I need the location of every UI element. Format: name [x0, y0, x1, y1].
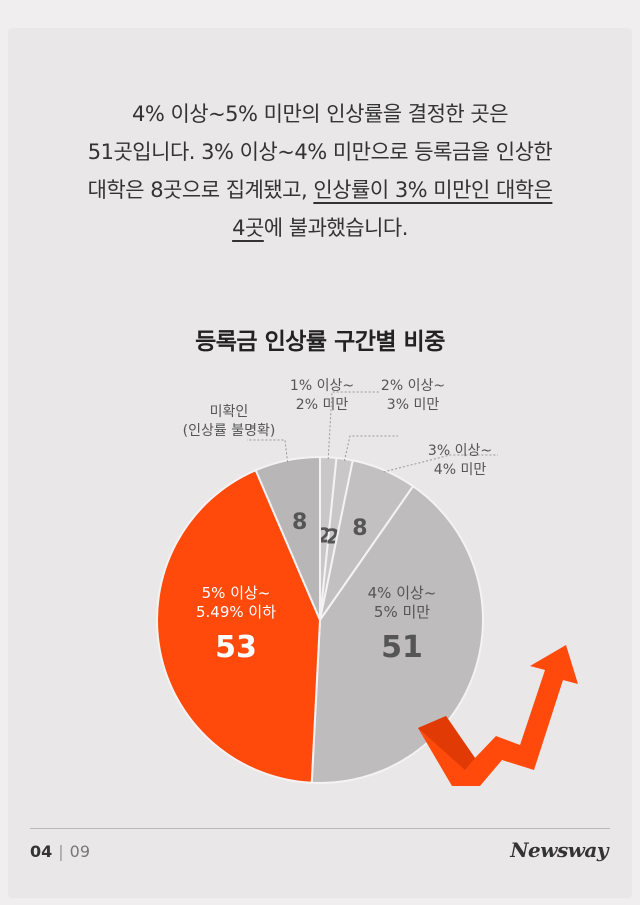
- slice-category-label: (인상률 불명확): [183, 423, 276, 439]
- pie-slice: [310, 484, 484, 784]
- slice-category-label: 5% 미만: [374, 603, 430, 621]
- paragraph-line: 4% 이상~5% 미만의 인상률을 결정한 곳은: [131, 102, 509, 126]
- slice-category-label: 3% 이상~: [428, 443, 492, 459]
- slice-category-label: 2% 미만: [296, 397, 349, 413]
- newsway-logo: Newsway: [510, 838, 608, 862]
- slice-category-label: 4% 이상~: [368, 584, 437, 602]
- paragraph-underlined-text: 인상률이 3% 미만인 대학은: [313, 178, 553, 202]
- leader-line: [383, 454, 498, 473]
- slice-category-label: 미확인: [210, 404, 249, 420]
- slice-value-label: 8: [292, 510, 307, 535]
- paragraph-line: 4곳에 불과했습니다.: [30, 209, 610, 247]
- slice-category-label: 5.49% 이하: [196, 603, 276, 621]
- paragraph-underlined-text: 4곳: [232, 216, 264, 240]
- page-total: 09: [69, 842, 91, 861]
- paragraph-text: 대학은 8곳으로 집계됐고,: [87, 178, 314, 202]
- slice-value-label: 8: [352, 516, 367, 541]
- paragraph-line: 51곳입니다. 3% 이상~4% 미만으로 등록금을 인상한: [87, 140, 553, 164]
- paragraph-line: 대학은 8곳으로 집계됐고, 인상률이 3% 미만인 대학은: [30, 171, 610, 209]
- pie-slice: [156, 468, 322, 784]
- page-separator: |: [58, 842, 64, 861]
- rising-arrow-shadow-icon: [418, 716, 475, 770]
- slice-category-label: 3% 미만: [387, 397, 440, 413]
- slice-category-label: 5% 이상~: [202, 584, 271, 602]
- page-indicator: 04 | 09: [30, 842, 90, 861]
- intro-paragraph: 4% 이상~5% 미만의 인상률을 결정한 곳은 51곳입니다. 3% 이상~4…: [30, 95, 610, 247]
- slice-category-label: 1% 이상~: [290, 378, 354, 394]
- leader-line: [343, 435, 398, 462]
- footer-divider: [30, 828, 610, 829]
- slice-value-label: 51: [381, 630, 423, 665]
- slice-category-label: 2% 이상~: [381, 378, 445, 394]
- paragraph-text: 에 불과했습니다.: [263, 216, 409, 240]
- slice-category-label: 4% 미만: [434, 462, 487, 478]
- slice-value-label: 53: [215, 630, 257, 665]
- chart-title: 등록금 인상률 구간별 비중: [195, 329, 445, 355]
- leader-line: [247, 439, 289, 463]
- page-current: 04: [30, 842, 53, 861]
